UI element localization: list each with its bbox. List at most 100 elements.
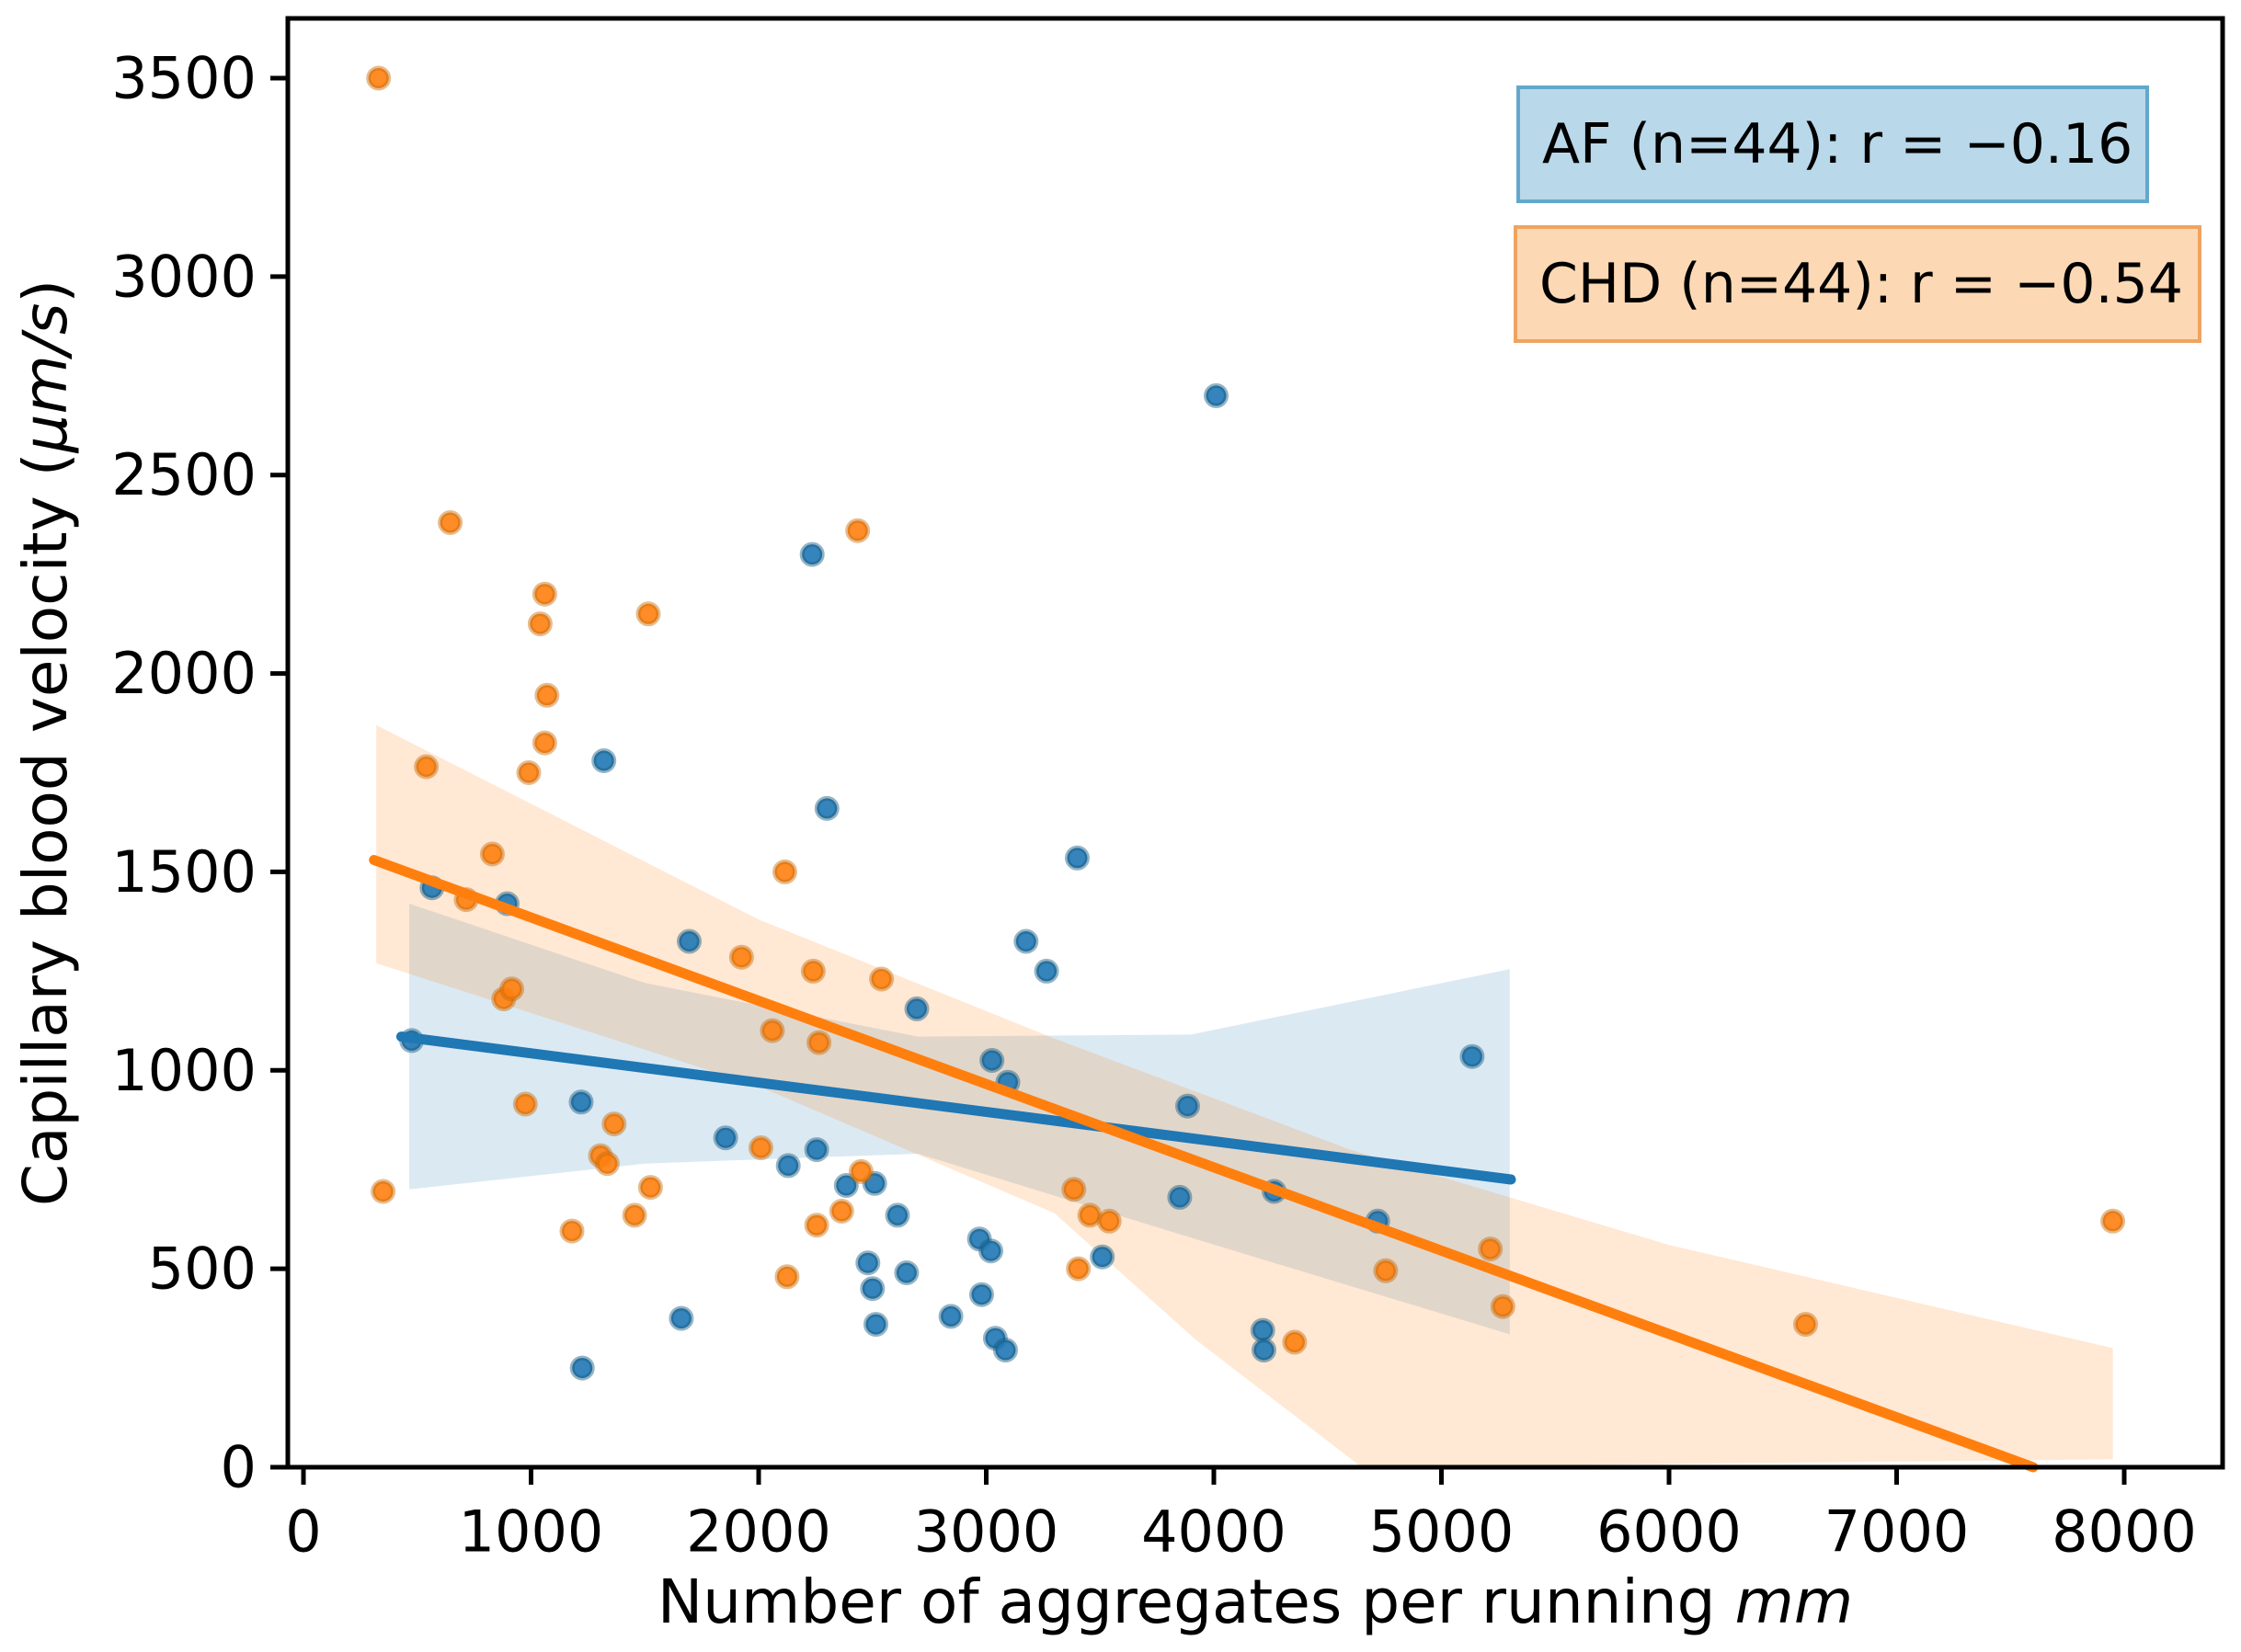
data-point-chd (774, 1264, 800, 1290)
data-point-af (799, 541, 825, 567)
data-point-chd (414, 754, 440, 780)
x-axis-label: Number of aggregates per running mm (657, 1567, 1853, 1637)
data-point-af (1459, 1043, 1485, 1069)
data-point-chd (637, 1175, 663, 1201)
data-point-af (1167, 1184, 1193, 1210)
data-point-chd (499, 976, 524, 1002)
data-point-af (1252, 1338, 1276, 1363)
data-point-chd (559, 1218, 585, 1244)
data-point-af (1175, 1093, 1200, 1119)
data-point-af (969, 1282, 994, 1307)
data-point-chd (1282, 1329, 1308, 1355)
data-point-af (938, 1304, 964, 1329)
data-point-af (1204, 382, 1229, 408)
data-point-chd (594, 1151, 620, 1177)
data-point-af (860, 1276, 886, 1302)
y-tick-label: 2000 (111, 640, 257, 707)
y-tick-label: 1500 (111, 838, 257, 906)
data-point-chd (534, 682, 560, 708)
data-point-chd (848, 1158, 874, 1184)
data-point-chd (479, 841, 505, 867)
trend-line-af (395, 1031, 1516, 1185)
y-axis-label: Capillary blood velocity (μm/s) (10, 279, 81, 1206)
y-tick-label: 1000 (111, 1037, 257, 1104)
data-point-chd (728, 944, 754, 970)
x-tick-label: 5000 (1369, 1498, 1515, 1565)
data-point-af (833, 1173, 859, 1198)
data-point-af (979, 1048, 1005, 1073)
confidence-bands (376, 724, 2113, 1467)
data-point-af (814, 795, 840, 821)
data-point-af (885, 1202, 910, 1228)
data-point-af (775, 1153, 801, 1179)
data-point-chd (512, 1091, 538, 1117)
data-point-chd (1066, 1256, 1092, 1282)
data-point-chd (869, 966, 895, 992)
x-tick-label: 7000 (1824, 1498, 1970, 1565)
data-point-af (1250, 1317, 1275, 1343)
data-point-chd (760, 1018, 785, 1043)
data-point-chd (2100, 1208, 2126, 1234)
x-tick-label: 2000 (686, 1498, 831, 1565)
data-point-af (1090, 1244, 1115, 1270)
data-point-chd (1478, 1236, 1504, 1262)
data-point-chd (1373, 1258, 1399, 1283)
plot-border (285, 16, 2225, 1470)
ci-band-chd (376, 724, 2113, 1467)
data-point-chd (371, 1179, 396, 1204)
data-point-chd (806, 1030, 832, 1055)
data-point-chd (772, 859, 797, 884)
data-point-af (894, 1260, 920, 1285)
x-tick-label: 4000 (1141, 1498, 1286, 1565)
axis-labels: Number of aggregates per running mm Capil… (10, 279, 1853, 1637)
data-point-af (677, 929, 702, 954)
data-point-chd (1793, 1312, 1818, 1338)
legend-entry-chd: CHD (n=44): r = −0.54 (1514, 225, 2201, 343)
data-point-af (1013, 929, 1039, 954)
data-point-af (1034, 958, 1059, 984)
y-tick-label: 3500 (111, 45, 257, 112)
data-point-af (569, 1355, 595, 1381)
data-point-chd (622, 1202, 647, 1228)
legend-box-chd (1514, 225, 2201, 343)
data-point-chd (749, 1135, 773, 1160)
x-tick-label: 0 (285, 1498, 321, 1565)
data-point-chd (804, 1213, 829, 1238)
data-point-chd (438, 510, 463, 535)
data-point-af (713, 1125, 738, 1151)
x-tick-label: 6000 (1596, 1498, 1742, 1565)
data-point-chd (1061, 1177, 1087, 1202)
regression-lines (369, 854, 2039, 1473)
data-point-af (591, 748, 617, 773)
legend-label-af: AF (n=44): r = −0.16 (1542, 112, 2132, 177)
data-point-af (855, 1250, 881, 1276)
data-point-chd (635, 601, 661, 627)
data-point-chd (845, 518, 871, 543)
data-point-chd (829, 1199, 854, 1224)
data-point-af (862, 1170, 887, 1196)
axes: 0 1000 2000 3000 4000 5000 6000 7000 8000 0 500 100… (111, 16, 2225, 1565)
data-point-af (1065, 845, 1090, 871)
data-point-chd (532, 581, 557, 607)
legend-entry-af: AF (n=44): r = −0.16 (1516, 85, 2149, 203)
data-point-af (669, 1305, 694, 1331)
data-point-chd (1490, 1293, 1515, 1319)
data-point-chd (800, 958, 826, 984)
data-point-chd (1077, 1202, 1103, 1228)
data-point-chd (1096, 1208, 1122, 1234)
data-point-chd (516, 760, 542, 785)
x-tick-label: 3000 (914, 1498, 1059, 1565)
scatter-points (366, 65, 2126, 1381)
y-tick-label: 3000 (111, 243, 257, 310)
data-point-chd (601, 1111, 627, 1137)
data-point-af (993, 1338, 1018, 1363)
ci-band-af (409, 903, 1510, 1335)
data-point-af (804, 1137, 829, 1163)
y-tick-label: 0 (221, 1434, 257, 1501)
data-point-chd (532, 730, 557, 756)
data-point-af (904, 996, 930, 1021)
legend: AF (n=44): r = −0.16 CHD (n=44): r = −0.5… (1514, 85, 2201, 343)
scatter-chd (366, 65, 2126, 1355)
